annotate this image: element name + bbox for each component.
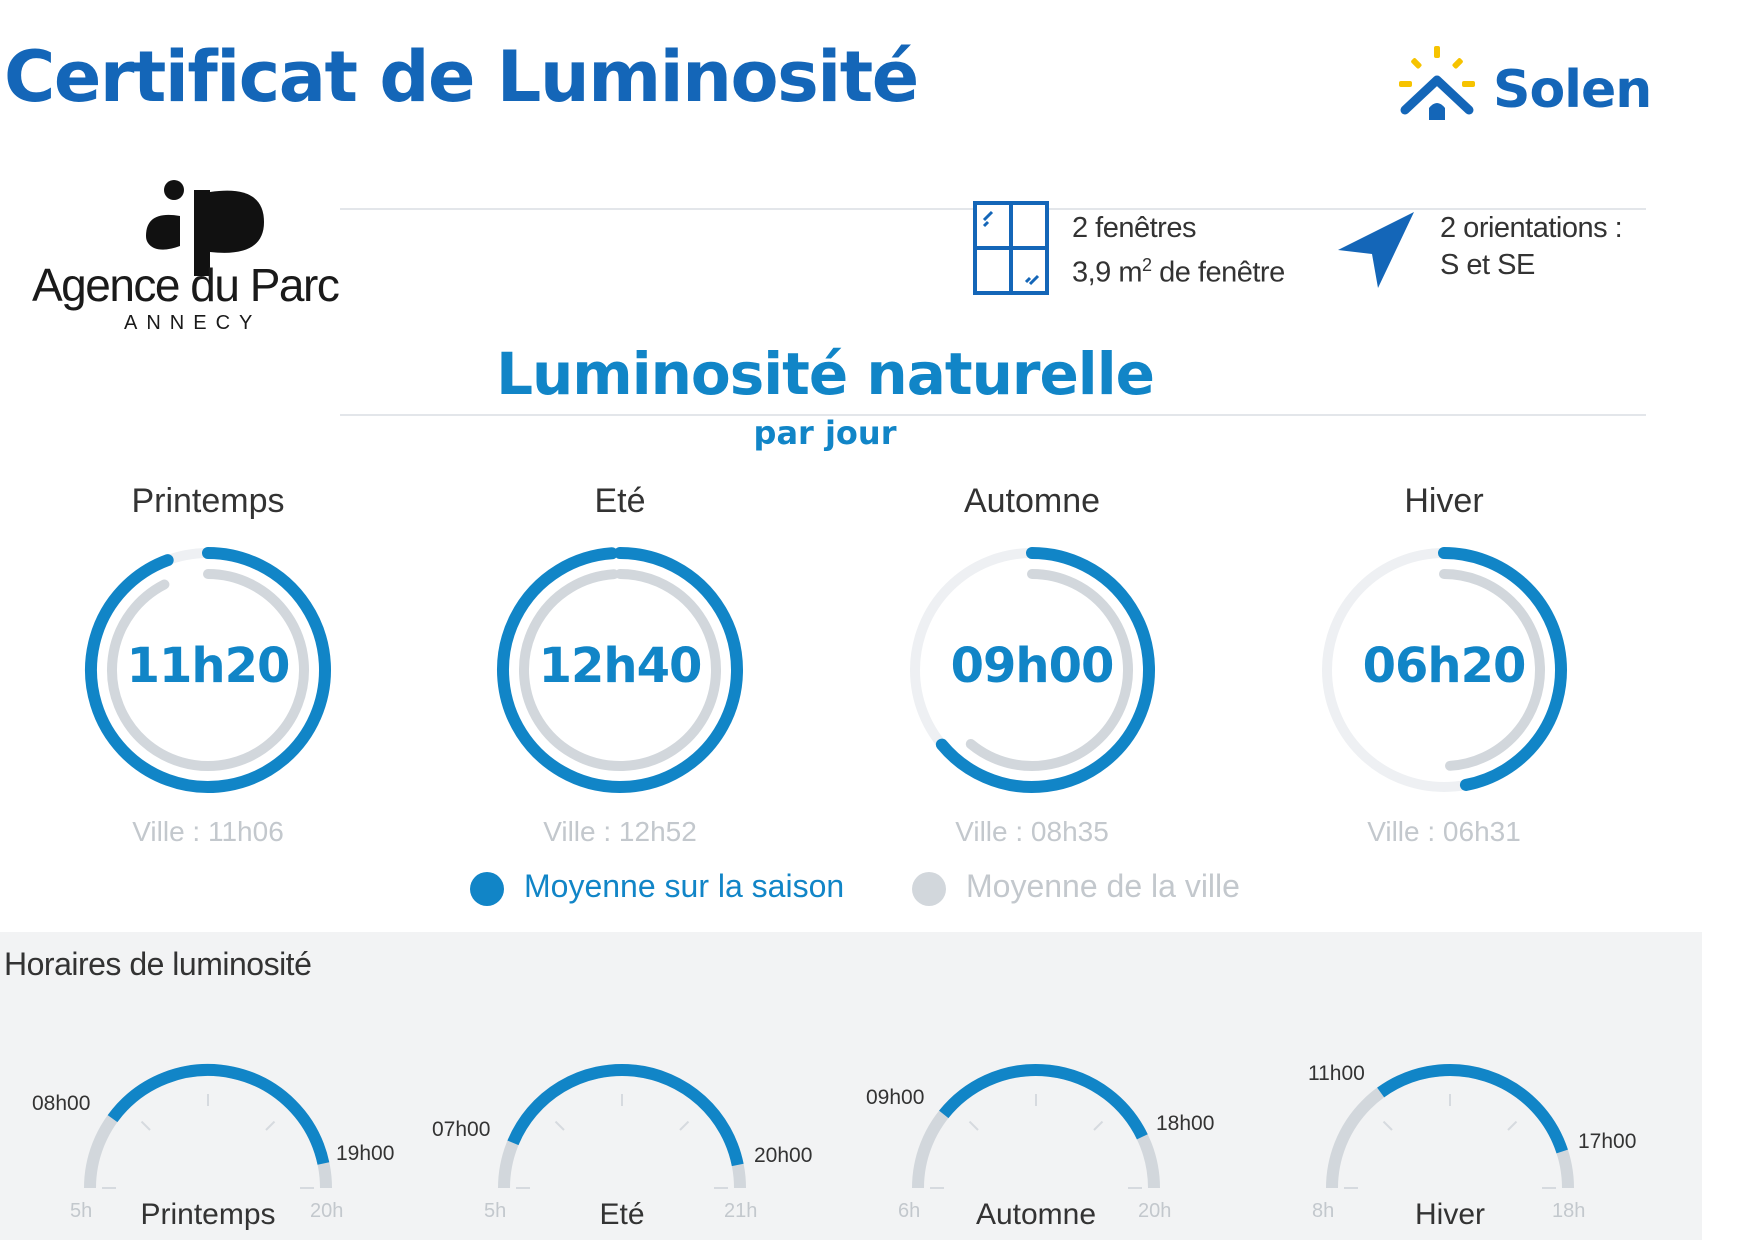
windows-feature: 2 fenêtres 3,9 m2 de fenêtre (972, 196, 1302, 296)
schedule-title: Horaires de luminosité (4, 946, 312, 982)
gauge-tick (968, 1120, 979, 1131)
gauge-start-label: 08h00 (32, 1092, 91, 1115)
city-value: Ville : 06h31 (1367, 816, 1521, 847)
gauge-min-label: 5h (484, 1200, 507, 1222)
orientations-count: 2 orientations : (1440, 212, 1623, 244)
city-value: Ville : 08h35 (955, 816, 1109, 847)
season-value: 11h20 (126, 638, 291, 694)
gauge-ete: 07h00 20h00 5h 21h Eté (432, 1010, 832, 1240)
city-average-arc (519, 569, 721, 771)
city-value: Ville : 12h52 (543, 816, 697, 847)
season-card-automne: Automne 09h00 Ville : 08h35 (882, 476, 1182, 856)
season-name: Eté (594, 482, 646, 520)
gauge-hiver: 11h00 17h00 8h 18h Hiver (1260, 1010, 1660, 1240)
agency-city: ANNECY (124, 312, 262, 334)
section-subtitle: par jour (753, 414, 897, 452)
season-card-printemps: Printemps 11h20 Ville : 11h06 (58, 476, 358, 856)
season-value: 09h00 (950, 638, 1115, 694)
season-name: Automne (963, 482, 1101, 520)
gauge-max-label: 21h (724, 1200, 758, 1222)
agency-monogram-icon (146, 180, 264, 276)
gauge-end-label: 17h00 (1578, 1130, 1637, 1153)
city-value: Ville : 11h06 (132, 816, 284, 847)
season-ring (910, 547, 1155, 793)
gauge-end-label: 20h00 (754, 1144, 813, 1167)
schedule-panel: Horaires de luminosité (0, 932, 1702, 1240)
gauge-track (498, 1064, 746, 1189)
gauge-track (1326, 1064, 1574, 1189)
gauge-tick (1507, 1120, 1518, 1131)
legend-city-label: Moyenne de la ville (966, 868, 1240, 904)
gauge-start-label: 07h00 (432, 1118, 491, 1141)
gauge-track (912, 1064, 1160, 1189)
legend-season-label: Moyenne sur la saison (524, 868, 845, 904)
gauge-light-arc (1377, 1064, 1568, 1154)
gauge-tick (1382, 1120, 1393, 1131)
gauge-light-arc (507, 1064, 744, 1167)
gauge-season-name: Automne (975, 1198, 1097, 1231)
gauge-start-label: 11h00 (1308, 1062, 1365, 1085)
season-ring (85, 547, 331, 793)
season-name: Printemps (131, 482, 285, 520)
season-average-arc (497, 547, 743, 793)
season-card-hiver: Hiver 06h20 Ville : 06h31 (1294, 476, 1594, 856)
divider-bottom (340, 414, 1646, 416)
sun-house-icon (1399, 46, 1475, 120)
windows-area: 3,9 m2 de fenêtre (1072, 255, 1285, 289)
gauge-tick (1093, 1120, 1104, 1131)
city-average-arc (1439, 569, 1545, 771)
gauge-max-label: 20h (1138, 1200, 1172, 1222)
gauge-min-label: 5h (70, 1200, 93, 1222)
legend-city-dot (912, 872, 946, 906)
gauge-min-label: 6h (898, 1200, 921, 1222)
season-ring (497, 547, 743, 793)
season-average-arc (85, 547, 331, 793)
gauge-arc (84, 1064, 332, 1189)
gauge-season-name: Printemps (140, 1198, 276, 1231)
gauge-tick (265, 1120, 276, 1131)
agency-logo: Agence du Parc ANNECY (14, 168, 374, 338)
brand-name: Solen (1493, 60, 1652, 120)
gauge-light-arc (107, 1064, 330, 1165)
gauge-arc (498, 1064, 746, 1189)
city-average-arc (965, 569, 1133, 771)
orientation-feature: 2 orientations : S et SE (1336, 196, 1656, 296)
gauge-tick (554, 1120, 565, 1131)
section-title: Luminosité naturelle (496, 340, 1155, 408)
orientations-values: S et SE (1440, 249, 1535, 281)
city-average-arc (107, 569, 309, 771)
gauge-tick (140, 1120, 151, 1131)
agency-name: Agence du Parc (32, 259, 340, 311)
legend-season: Moyenne sur la saison (470, 866, 850, 910)
navigation-arrow-icon (1338, 212, 1414, 288)
gauge-season-name: Hiver (1414, 1198, 1485, 1231)
season-card-ete: Eté 12h40 Ville : 12h52 (470, 476, 770, 856)
gauge-max-label: 20h (310, 1200, 344, 1222)
gauge-season-name: Eté (599, 1198, 645, 1231)
season-average-arc (935, 547, 1155, 793)
gauge-arc (1326, 1064, 1574, 1189)
gauge-light-arc (939, 1064, 1148, 1140)
legend-season-dot (470, 872, 504, 906)
solen-brand: Solen (1393, 44, 1653, 124)
gauge-tick (679, 1120, 690, 1131)
gauge-arc (912, 1064, 1160, 1189)
windows-count: 2 fenêtres (1072, 212, 1196, 244)
season-name: Hiver (1404, 482, 1484, 520)
legend-city: Moyenne de la ville (912, 866, 1252, 910)
gauge-track (84, 1064, 332, 1189)
season-value: 06h20 (1362, 638, 1527, 694)
gauge-end-label: 18h00 (1156, 1112, 1215, 1135)
gauge-end-label: 19h00 (336, 1142, 395, 1165)
gauge-max-label: 18h (1552, 1200, 1586, 1222)
season-value: 12h40 (538, 638, 703, 694)
season-ring (1322, 547, 1567, 792)
gauge-printemps: 08h00 19h00 5h 20h Printemps (18, 1010, 418, 1240)
gauge-automne: 09h00 18h00 6h 20h Automne (846, 1010, 1246, 1240)
season-average-arc (1438, 547, 1567, 791)
certificate-title: Certificat de Luminosité (4, 36, 919, 118)
window-icon (973, 201, 1049, 295)
gauge-min-label: 8h (1312, 1200, 1335, 1222)
gauge-start-label: 09h00 (866, 1086, 925, 1109)
